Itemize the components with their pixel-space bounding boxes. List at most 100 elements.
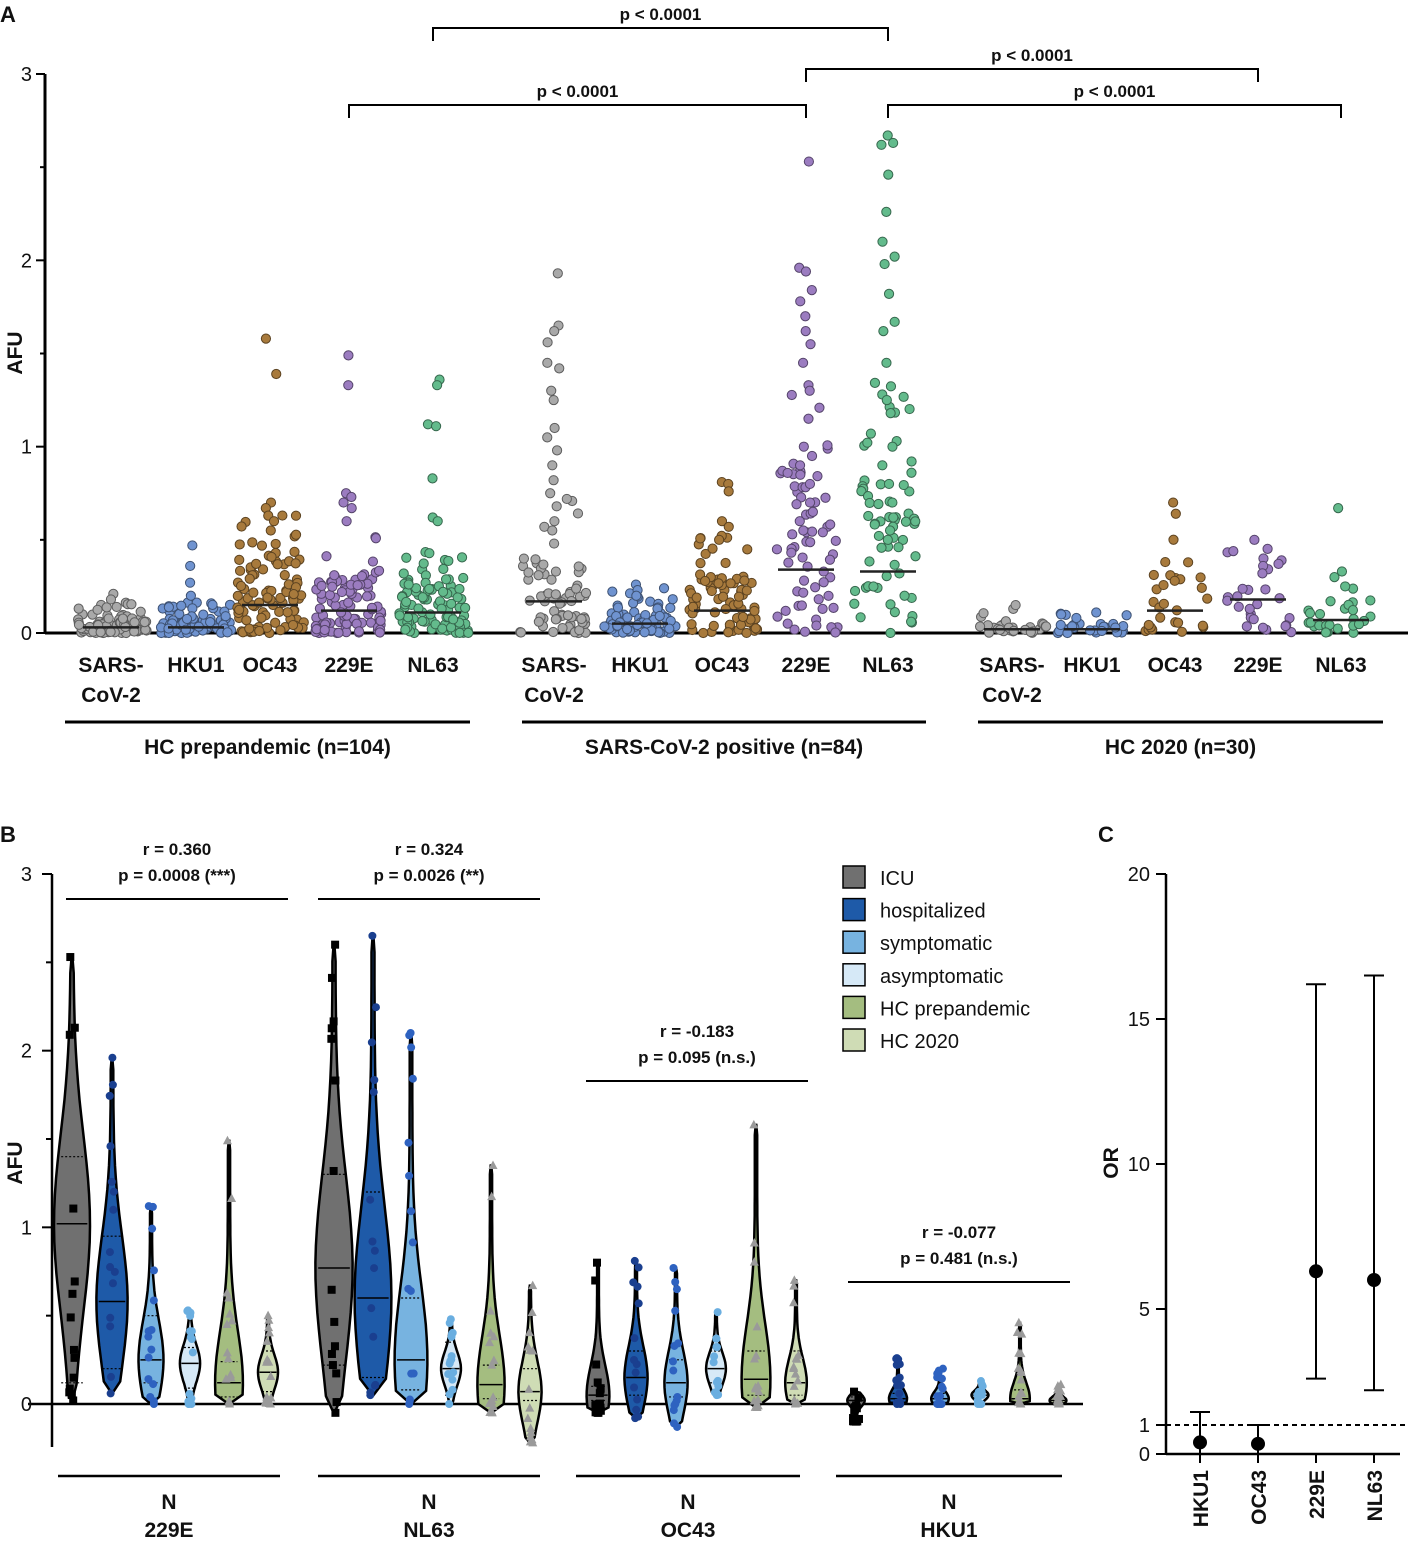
data-point [596,1384,605,1393]
data-point [710,1352,719,1361]
data-point [353,626,365,637]
data-point [352,580,363,591]
data-point [524,1327,534,1337]
or-point [1309,1264,1323,1279]
violin-shape [476,1164,506,1415]
data-point [795,469,806,480]
violin-shape [213,1139,245,1406]
data-point [789,624,800,635]
data-point [257,564,269,575]
data-point [327,581,338,592]
data-point [487,1360,497,1369]
data-point [910,516,921,527]
data-point [356,570,368,582]
data-point [1237,583,1248,594]
data-point [673,1392,682,1401]
data-point [873,530,884,542]
data-point [438,563,449,575]
data-point [713,1343,722,1352]
data-point [528,1346,538,1355]
data-point [885,599,896,610]
y-tick-label: 1 [21,437,32,459]
data-point [1249,534,1260,545]
data-point [936,1392,945,1401]
data-point [749,1395,759,1405]
data-point [407,1043,416,1052]
data-point [714,534,725,545]
data-point [266,551,277,563]
data-point [706,585,717,597]
data-point [783,557,794,568]
data-point [68,1289,77,1298]
x-category-label: OC43 [1148,654,1203,677]
y-tick-label: 2 [21,250,32,272]
data-point [698,627,709,639]
data-point [369,1332,378,1341]
y-tick-label: 0 [1139,1444,1150,1466]
data-point [144,1375,153,1384]
data-point [787,529,798,540]
data-point [346,491,357,503]
data-point [1340,581,1351,592]
data-point [260,1396,270,1406]
data-point [807,506,818,517]
data-point [546,385,557,396]
y-tick-label: 3 [21,864,32,886]
violin-shape [95,1056,129,1395]
data-point [1096,625,1107,637]
data-point [749,1257,759,1266]
data-point [632,619,643,631]
data-point [906,616,917,627]
data-point [973,1391,982,1400]
data-point [406,1029,415,1037]
data-point [791,1369,801,1378]
data-point [290,529,302,540]
data-point [1329,572,1340,583]
data-point [106,1389,115,1398]
data-point [1222,595,1233,606]
data-point [401,596,412,608]
data-point [227,1193,237,1202]
significance-bracket [432,27,889,41]
data-point [1170,508,1181,519]
panel-a-letter: A [0,2,16,27]
data-point [407,1369,416,1378]
data-point [933,1399,942,1408]
data-point [1055,619,1066,631]
data-point [488,1401,498,1411]
data-point [593,1378,602,1387]
panel-a-dot-plot: 0 1 2 3 AFU SARS- CoV-2 HKU1 OC43 229E NL63 HC prep… [4,5,1408,759]
data-point [447,1352,456,1361]
significance-bracket [887,104,1342,118]
data-point [898,479,909,491]
data-point [338,497,349,508]
data-point [739,575,750,586]
data-point [811,620,822,631]
group-label-top: N [161,1491,176,1514]
data-point [1260,584,1271,595]
data-point [232,590,243,601]
data-point [1121,610,1132,621]
data-point [108,1279,117,1288]
data-point [1183,557,1194,568]
data-point [854,1393,863,1402]
data-point [109,1205,118,1214]
significance-bracket [348,104,807,118]
data-point [708,620,719,631]
data-point [1248,614,1259,625]
data-point [1325,596,1336,607]
data-point [400,624,411,635]
data-point [878,326,889,337]
data-point [877,460,888,471]
data-point [1336,566,1348,577]
correlation-r: r = 0.360 [143,840,212,859]
data-point [327,1024,336,1033]
violin-shape [52,955,92,1402]
data-point [596,1406,605,1415]
x-category-label: HKU1 [611,654,668,677]
data-point [374,627,385,638]
x-category-label: SARS- [521,654,586,677]
data-point [854,1414,863,1423]
correlation-p: p = 0.0008 (***) [118,866,236,885]
data-point [718,591,729,602]
